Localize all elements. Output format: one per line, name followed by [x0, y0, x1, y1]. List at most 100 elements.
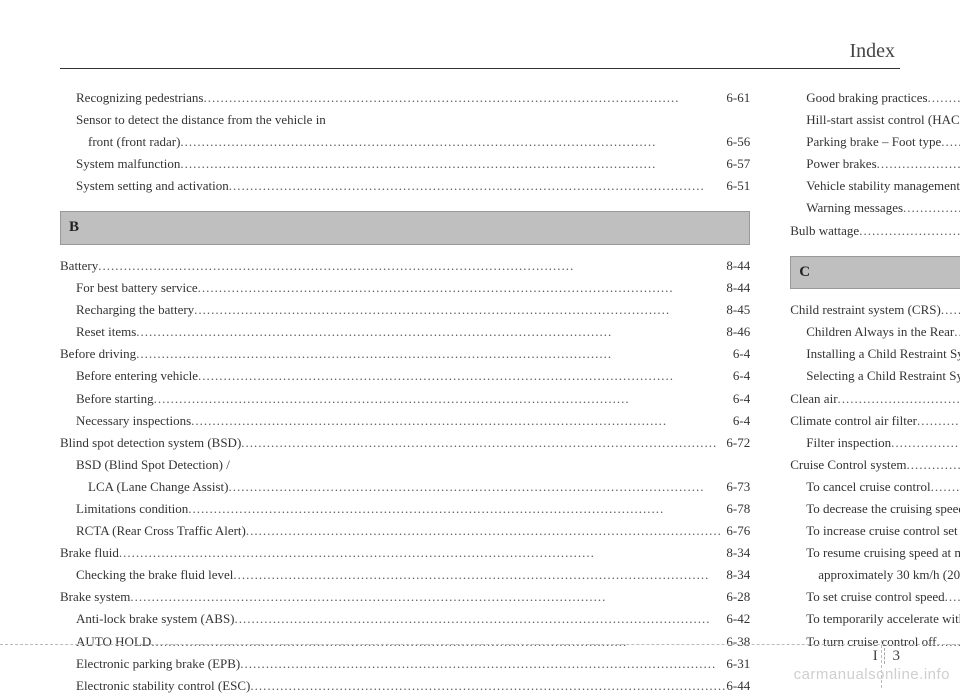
index-entry: Electronic stability control (ESC) 6-44 [60, 675, 750, 697]
index-dots [877, 153, 960, 175]
index-page-ref: 6-51 [726, 175, 750, 197]
index-dots [233, 564, 726, 586]
index-entry: LCA (Lane Change Assist) 6-73 [60, 476, 750, 498]
index-label: For best battery service [76, 277, 198, 299]
index-label: Recharging the battery [76, 299, 194, 321]
index-entry: Before starting 6-4 [60, 388, 750, 410]
index-page-ref: 6-4 [733, 365, 750, 387]
index-label: To turn cruise control off [806, 631, 936, 653]
index-dots [191, 410, 733, 432]
index-dots [119, 542, 727, 564]
index-label: Electronic parking brake (EPB) [76, 653, 240, 675]
left-column: Recognizing pedestrians 6-61Sensor to de… [60, 87, 750, 697]
index-dots [136, 343, 733, 365]
index-label: Limitations condition [76, 498, 188, 520]
index-dots [859, 220, 960, 242]
footer-chapter: I [873, 648, 885, 664]
index-entry: Good braking practices 6-50 [790, 87, 960, 109]
index-dots [246, 520, 727, 542]
index-label: Vehicle stability management (VSM) [806, 175, 960, 197]
index-entry: Brake fluid 8-34 [60, 542, 750, 564]
index-entry: Parking brake – Foot type 6-30 [790, 131, 960, 153]
index-entry: Warning messages 6-40 [790, 197, 960, 219]
index-label: Installing a Child Restraint System (CRS… [806, 343, 960, 365]
index-entry: For best battery service 8-44 [60, 277, 750, 299]
index-dots [917, 410, 960, 432]
index-page-ref: 6-31 [726, 653, 750, 675]
index-entry: Recognizing pedestrians 6-61 [60, 87, 750, 109]
index-entry: approximately 30 km/h (20 mph) 6-69 [790, 564, 960, 586]
index-label: LCA (Lane Change Assist) [88, 476, 228, 498]
index-entry: AUTO HOLD 6-38 [60, 631, 750, 653]
index-entry: front (front radar) 6-56 [60, 131, 750, 153]
index-dots [235, 608, 727, 630]
index-dots [154, 388, 733, 410]
index-entry: Before driving 6-4 [60, 343, 750, 365]
index-entry: Blind spot detection system (BSD) 6-72 [60, 432, 750, 454]
header-title: Index [60, 40, 900, 63]
index-entry: Checking the brake fluid level 8-34 [60, 564, 750, 586]
bottom-dash [0, 644, 960, 645]
index-label: To increase cruise control set speed [806, 520, 960, 542]
index-dots [928, 87, 960, 109]
index-label: Checking the brake fluid level [76, 564, 233, 586]
index-dots [151, 631, 726, 653]
index-label: BSD (Blind Spot Detection) / [76, 454, 230, 476]
index-dots [941, 131, 960, 153]
index-label: To temporarily accelerate with the cruis… [806, 608, 960, 630]
index-dots [229, 175, 727, 197]
index-label: Sensor to detect the distance from the v… [76, 109, 326, 131]
index-entry: Hill-start assist control (HAC) 6-49 [790, 109, 960, 131]
index-dots [130, 586, 726, 608]
section-head-b: B [60, 211, 750, 245]
index-page-ref: 8-45 [726, 299, 750, 321]
index-dots [891, 432, 960, 454]
index-dots [250, 675, 726, 697]
index-label: Clean air [790, 388, 837, 410]
index-entry: Battery 8-44 [60, 255, 750, 277]
index-label: System setting and activation [76, 175, 229, 197]
index-entry: Anti-lock brake system (ABS) 6-42 [60, 608, 750, 630]
index-entry: Limitations condition 6-78 [60, 498, 750, 520]
index-label: System malfunction [76, 153, 180, 175]
index-label: Blind spot detection system (BSD) [60, 432, 241, 454]
index-label: Cruise Control system [790, 454, 906, 476]
index-label: Battery [60, 255, 98, 277]
index-dots [98, 255, 726, 277]
index-entry: Electronic parking brake (EPB) 6-31 [60, 653, 750, 675]
index-page-ref: 8-34 [726, 542, 750, 564]
index-entry: Climate control air filter 8-39 [790, 410, 960, 432]
index-entry: Reset items 8-46 [60, 321, 750, 343]
index-entry: Cruise Control system 6-66 [790, 454, 960, 476]
index-dots [954, 321, 960, 343]
index-label: Brake system [60, 586, 130, 608]
index-label: front (front radar) [88, 131, 180, 153]
index-label: Reset items [76, 321, 136, 343]
index-dots [907, 454, 960, 476]
index-dots [203, 87, 726, 109]
index-entry: To decrease the cruising speed 6-68 [790, 498, 960, 520]
index-page-ref: 6-61 [726, 87, 750, 109]
index-label: AUTO HOLD [76, 631, 151, 653]
index-dots [180, 153, 726, 175]
index-label: To cancel cruise control [806, 476, 930, 498]
index-entry: Vehicle stability management (VSM) 6-48 [790, 175, 960, 197]
index-entry: To increase cruise control set speed 6-6… [790, 520, 960, 542]
index-label: Before entering vehicle [76, 365, 198, 387]
index-label: Electronic stability control (ESC) [76, 675, 250, 697]
index-entry: Bulb wattage 9-3 [790, 220, 960, 242]
index-entry: Children Always in the Rear 3-32 [790, 321, 960, 343]
index-page-ref: 6-56 [726, 131, 750, 153]
index-page-ref: 6-4 [733, 410, 750, 432]
index-page-ref: 6-4 [733, 388, 750, 410]
index-label: approximately 30 km/h (20 mph) [818, 564, 960, 586]
index-label: Climate control air filter [790, 410, 917, 432]
columns: Recognizing pedestrians 6-61Sensor to de… [60, 87, 900, 697]
index-page-ref: 8-44 [726, 277, 750, 299]
index-entry: Power brakes 6-28 [790, 153, 960, 175]
index-dots [198, 277, 727, 299]
index-page-ref: 6-38 [726, 631, 750, 653]
index-label: RCTA (Rear Cross Traffic Alert) [76, 520, 246, 542]
index-page-ref: 8-34 [726, 564, 750, 586]
index-dots [136, 321, 726, 343]
